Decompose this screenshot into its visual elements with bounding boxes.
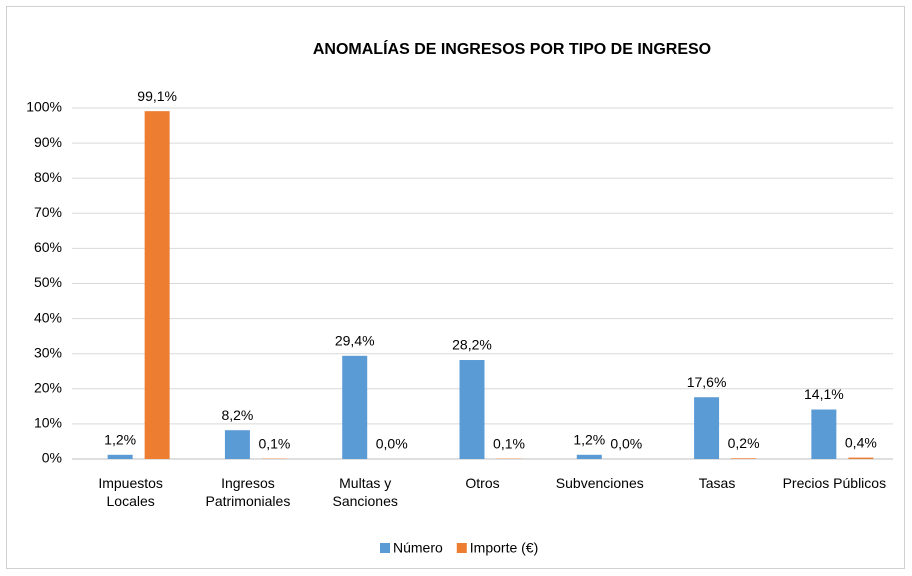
data-label: 0,2% (728, 435, 760, 451)
x-tick-label: Precios Públicos (782, 475, 887, 491)
y-tick-label: 70% (34, 204, 62, 220)
y-tick-label: 40% (34, 309, 62, 325)
data-label: 1,2% (104, 431, 136, 447)
bar (342, 355, 368, 459)
bar (107, 454, 133, 459)
y-tick-label: 30% (34, 344, 62, 360)
y-tick-label: 80% (34, 169, 62, 185)
x-tick-label: Impuestos Locales (98, 475, 163, 509)
data-label: 99,1% (137, 88, 177, 104)
x-tick-label: Ingresos Patrimoniales (205, 475, 291, 509)
legend-swatch (380, 543, 390, 553)
y-tick-label: 60% (34, 239, 62, 255)
bar (144, 111, 170, 459)
legend-swatch (456, 543, 467, 553)
data-label: 29,4% (335, 333, 375, 349)
x-tick-label: Multas y Sanciones (332, 475, 398, 509)
x-tick-label: Otros (465, 475, 500, 491)
bar (848, 457, 874, 459)
y-tick-label: 100% (26, 99, 62, 115)
data-label: 28,2% (452, 337, 492, 353)
y-tick-label: 0% (42, 450, 62, 466)
data-label: 1,2% (573, 431, 605, 447)
bar (811, 409, 837, 459)
y-tick-label: 10% (34, 415, 62, 431)
y-tick-label: 20% (34, 380, 62, 396)
data-label: 0,4% (845, 434, 877, 450)
x-tick-label: Tasas (698, 475, 736, 491)
data-label: 14,1% (804, 386, 844, 402)
legend-label: Importe (€) (470, 540, 538, 556)
bar (224, 430, 250, 459)
legend-label: Número (393, 540, 443, 556)
chart-title: ANOMALÍAS DE INGRESOS POR TIPO DE INGRES… (313, 39, 711, 58)
x-tick-label: Subvenciones (555, 475, 644, 491)
data-label: 8,2% (221, 407, 253, 423)
data-label: 0,1% (258, 435, 290, 451)
y-tick-label: 50% (34, 274, 62, 290)
bar (576, 454, 602, 459)
bar (694, 397, 720, 459)
data-label: 0,1% (493, 435, 525, 451)
bar (459, 360, 485, 459)
data-label: 0,0% (610, 436, 642, 452)
y-tick-label: 90% (34, 134, 62, 150)
data-label: 17,6% (687, 374, 727, 390)
bar (731, 458, 757, 459)
data-label: 0,0% (376, 436, 408, 452)
